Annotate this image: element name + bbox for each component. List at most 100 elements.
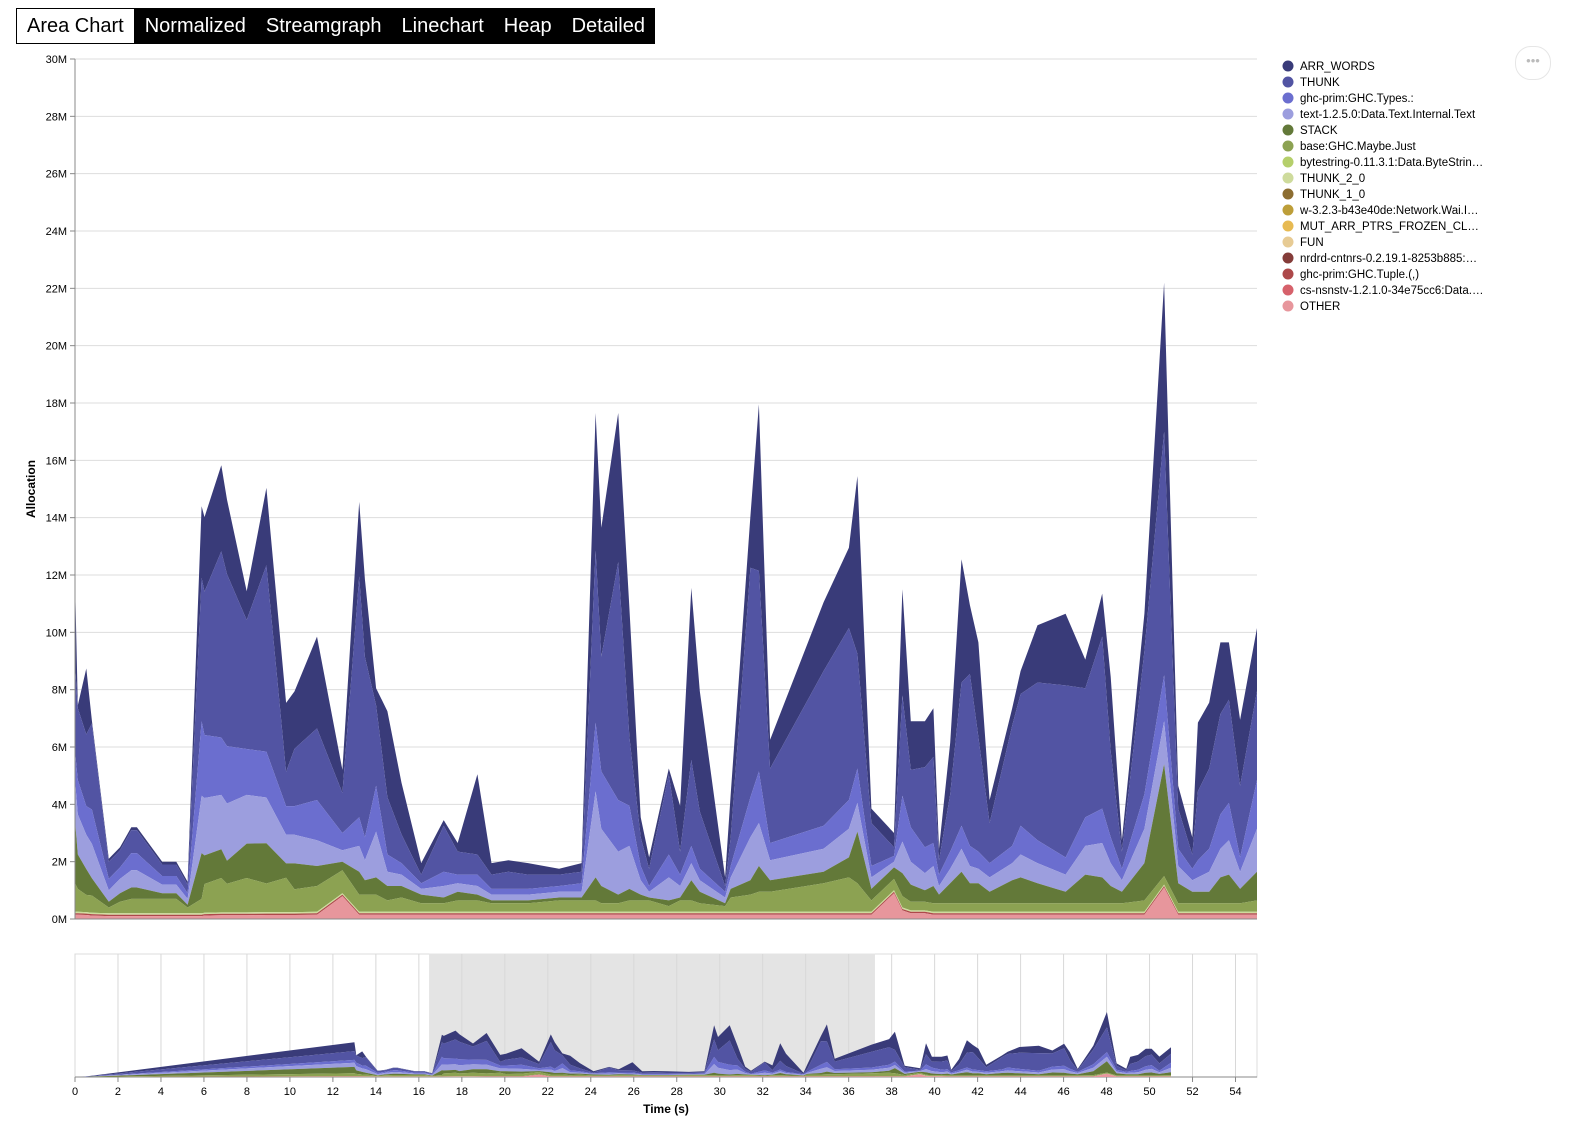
- tab-streamgraph[interactable]: Streamgraph: [265, 15, 382, 37]
- legend-swatch-base-ghc-maybe-just: [1282, 140, 1294, 152]
- y-tick-label: 22M: [46, 283, 67, 295]
- more-horizontal-icon[interactable]: •••: [1515, 46, 1551, 80]
- legend-swatch-nrdrd-cntnrs-0-2-19-1-8253b885: [1282, 252, 1294, 264]
- x-tick-label: 52: [1186, 1086, 1198, 1098]
- area-series-other[interactable]: [75, 887, 1257, 920]
- y-tick-label: 14M: [46, 513, 67, 525]
- x-tick-label: 38: [886, 1086, 898, 1098]
- legend-label: text-1.2.5.0:Data.Text.Internal.Text: [1300, 109, 1476, 121]
- legend-label: THUNK: [1300, 77, 1340, 89]
- y-tick-label: 12M: [46, 570, 67, 582]
- tab-normalized[interactable]: Normalized: [144, 15, 246, 37]
- legend-swatch-other: [1282, 300, 1294, 312]
- y-axis-title: Allocation: [24, 460, 38, 518]
- x-tick-label: 18: [456, 1086, 468, 1098]
- tab-heap[interactable]: Heap: [503, 15, 552, 37]
- x-tick-label: 12: [327, 1086, 339, 1098]
- legend-label: FUN: [1300, 237, 1324, 249]
- y-tick-label: 30M: [46, 54, 67, 66]
- legend-swatch-bytestring-0-11-3-1-data-bytestrin: [1282, 156, 1294, 168]
- y-tick-label: 24M: [46, 226, 67, 238]
- x-tick-label: 8: [244, 1086, 250, 1098]
- x-tick-label: 10: [284, 1086, 296, 1098]
- x-tick-label: 4: [158, 1086, 164, 1098]
- legend-label: THUNK_1_0: [1300, 189, 1365, 201]
- legend-swatch-ghc-prim-ghc-types: [1282, 92, 1294, 104]
- legend-swatch-text-1-2-5-0-data-text-internal-text: [1282, 108, 1294, 120]
- area-series-stack[interactable]: [75, 764, 1257, 908]
- y-tick-label: 20M: [46, 341, 67, 353]
- x-tick-label: 48: [1100, 1086, 1112, 1098]
- chart-legend: ARR_WORDS THUNK ghc-prim:GHC.Types.: text-1…: [1282, 60, 1483, 313]
- legend-swatch-stack: [1282, 124, 1294, 136]
- area-series-base-ghc-maybe-just[interactable]: [75, 870, 1257, 914]
- x-tick-label: 40: [929, 1086, 941, 1098]
- overview-area-series-text-1-2-5-0-data-text-internal-text: [81, 1056, 1171, 1077]
- y-tick-label: 26M: [46, 169, 67, 181]
- x-tick-label: 28: [671, 1086, 683, 1098]
- overview-chart[interactable]: 0 2 4 6 8 10 12 14 16 18 20 22 24 26 28 30 32 34 36 38 40 42 4…: [72, 953, 1258, 1116]
- x-tick-label: 2: [115, 1086, 121, 1098]
- legend-swatch-ghc-prim-ghc-tuple: [1282, 268, 1294, 280]
- y-tick-label: 28M: [46, 111, 67, 123]
- x-tick-label: 42: [971, 1086, 983, 1098]
- legend-label: OTHER: [1300, 301, 1340, 313]
- legend-label: ARR_WORDS: [1300, 61, 1375, 73]
- legend-swatch-w-3-2-3-b43e40de-network-wai-i: [1282, 204, 1294, 216]
- x-tick-label: 44: [1014, 1086, 1026, 1098]
- overview-area-series-base-ghc-maybe-just: [81, 1072, 1171, 1077]
- overview-area-series-thunk-2-0: [81, 1073, 1171, 1077]
- x-tick-label: 26: [628, 1086, 640, 1098]
- legend-label: ghc-prim:GHC.Types.:: [1300, 93, 1414, 105]
- main-chart-axes: 0M 2M 4M 6M 8M 10M 12M 14M 16M 18M 20M 22M 24M 26M 28M…: [24, 54, 1257, 926]
- legend-swatch-cs-nsnstv-1-2-1-0-34e75cc6-data: [1282, 284, 1294, 296]
- legend-swatch-thunk: [1282, 76, 1294, 88]
- overview-area-series-thunk: [81, 1027, 1171, 1077]
- area-series-text-1-2-5-0-data-text-internal-text[interactable]: [75, 721, 1257, 905]
- x-tick-label: 54: [1229, 1086, 1241, 1098]
- tab-linechart[interactable]: Linechart: [401, 15, 484, 37]
- y-tick-label: 18M: [46, 398, 67, 410]
- legend-swatch-mut-arr-ptrs-frozen-cl: [1282, 220, 1294, 232]
- y-tick-label: 2M: [52, 857, 67, 869]
- x-tick-label: 22: [542, 1086, 554, 1098]
- main-chart-areas[interactable]: [75, 282, 1257, 920]
- x-tick-label: 32: [757, 1086, 769, 1098]
- legend-label: MUT_ARR_PTRS_FROZEN_CL…: [1300, 221, 1479, 233]
- x-tick-label: 16: [413, 1086, 425, 1098]
- legend-label: bytestring-0.11.3.1:Data.ByteStrin…: [1300, 157, 1483, 169]
- overview-area-series-ghc-prim-ghc-types: [81, 1052, 1171, 1077]
- overview-area-series-other: [81, 1073, 1171, 1077]
- legend-swatch-arr-words: [1282, 60, 1294, 72]
- y-tick-label: 8M: [52, 685, 67, 697]
- x-tick-label: 6: [201, 1086, 207, 1098]
- x-axis-title: Time (s): [643, 1102, 689, 1116]
- x-tick-label: 14: [370, 1086, 382, 1098]
- x-tick-label: 36: [843, 1086, 855, 1098]
- x-tick-label: 20: [499, 1086, 511, 1098]
- y-tick-label: 0M: [52, 914, 67, 926]
- legend-label: nrdrd-cntnrs-0.2.19.1-8253b885:…: [1300, 253, 1477, 265]
- tab-detailed[interactable]: Detailed: [571, 15, 645, 37]
- y-tick-label: 4M: [52, 799, 67, 811]
- y-tick-label: 6M: [52, 742, 67, 754]
- x-tick-label: 50: [1143, 1086, 1155, 1098]
- legend-swatch-thunk-2-0: [1282, 172, 1294, 184]
- y-tick-label: 10M: [46, 627, 67, 639]
- x-tick-label: 30: [714, 1086, 726, 1098]
- x-tick-label: 0: [72, 1086, 78, 1098]
- overview-area-series-stack: [81, 1061, 1171, 1077]
- x-tick-label: 24: [585, 1086, 597, 1098]
- area-series-ghc-prim-ghc-types[interactable]: [75, 675, 1257, 899]
- y-tick-label: 16M: [46, 455, 67, 467]
- tab-area-chart[interactable]: Area Chart: [16, 8, 135, 44]
- area-series-thunk[interactable]: [75, 431, 1257, 894]
- x-tick-label: 34: [800, 1086, 812, 1098]
- legend-label: ghc-prim:GHC.Tuple.(,): [1300, 269, 1419, 281]
- x-tick-label: 46: [1057, 1086, 1069, 1098]
- legend-label: cs-nsnstv-1.2.1.0-34e75cc6:Data.…: [1300, 285, 1483, 297]
- legend-label: THUNK_2_0: [1300, 173, 1365, 185]
- legend-label: w-3.2.3-b43e40de:Network.Wai.I…: [1299, 205, 1479, 217]
- legend-swatch-thunk-1-0: [1282, 188, 1294, 200]
